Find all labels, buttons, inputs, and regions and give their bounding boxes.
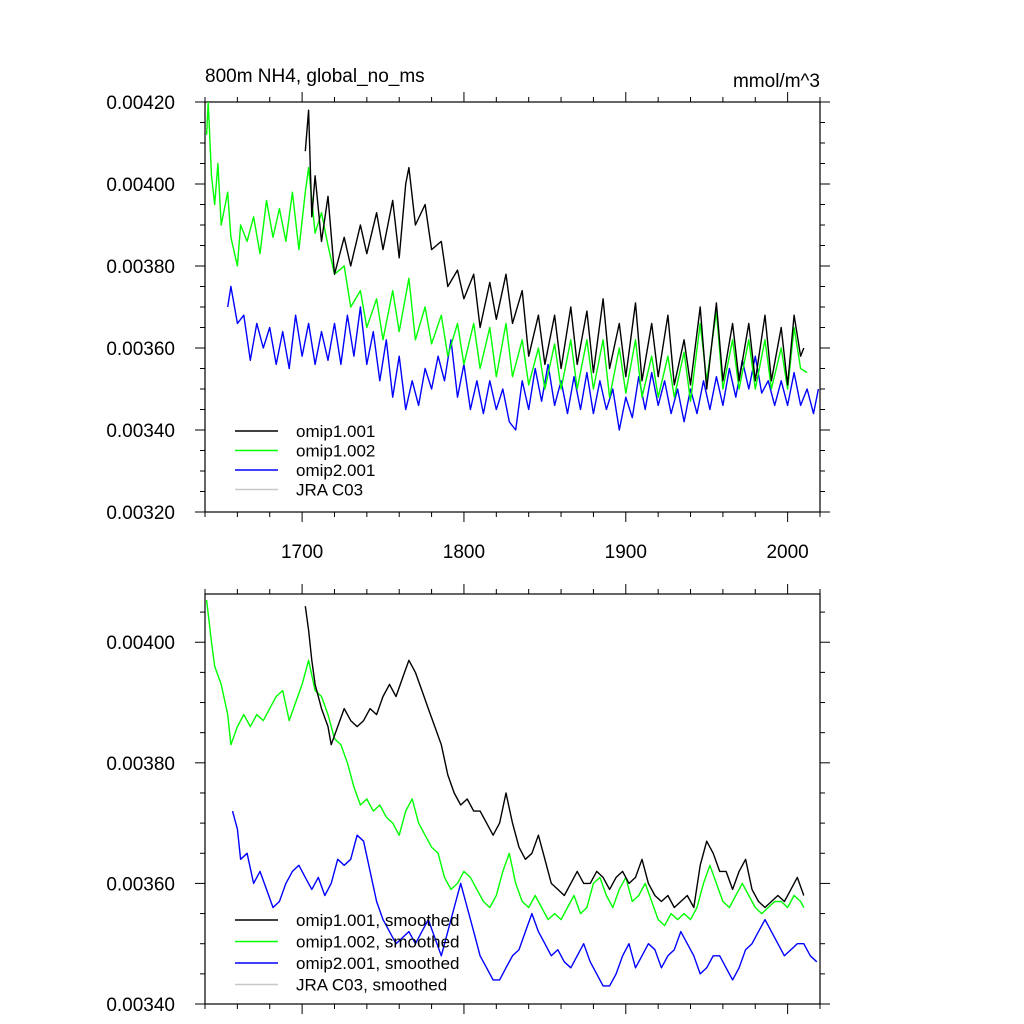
x-tick-label: 1700 <box>281 542 323 563</box>
bottom-panel: 0.00340 0.00360 0.00380 0.00400 omip1.001, s… <box>106 584 830 1016</box>
legend-label: JRA C03 <box>296 481 363 500</box>
y-tick-label: 0.00360 <box>106 339 175 360</box>
series-line-2 <box>227 285 820 431</box>
series-group <box>205 599 818 987</box>
legend-label: omip2.001 <box>296 461 375 480</box>
y-tick-label: 0.00360 <box>106 874 175 895</box>
x-tick-label: 2000 <box>766 542 808 563</box>
x-tick-label: 1900 <box>605 542 647 563</box>
top-panel: 800m NH4, global_no_ms mmol/m^3 1700 1800… <box>106 66 830 563</box>
y-tick-label: 0.00400 <box>106 175 175 196</box>
y-tick-label: 0.00380 <box>106 257 175 278</box>
y-tick-label: 0.00400 <box>106 633 175 654</box>
y-tick-label: 0.00320 <box>106 503 175 524</box>
y-tick-label: 0.00340 <box>106 995 175 1016</box>
legend-label: omip2.001, smoothed <box>296 954 460 973</box>
legend-label: omip1.001, smoothed <box>296 911 460 930</box>
series-line-1 <box>205 599 805 927</box>
y-tick-label: 0.00380 <box>106 754 175 775</box>
plot-frame <box>204 593 821 1005</box>
series-line-1 <box>205 102 808 402</box>
series-line-2 <box>231 810 818 987</box>
series-line-0 <box>304 109 805 390</box>
chart-title: 800m NH4, global_no_ms <box>205 66 425 87</box>
legend-label: omip1.002 <box>296 442 375 461</box>
x-tick-label: 1800 <box>443 542 485 563</box>
y-tick-label: 0.00340 <box>106 421 175 442</box>
units-label: mmol/m^3 <box>733 71 820 92</box>
legend-label: omip1.002, smoothed <box>296 933 460 952</box>
legend-label: JRA C03, smoothed <box>296 976 447 995</box>
y-tick-label: 0.00420 <box>106 93 175 114</box>
series-group <box>205 102 820 431</box>
legend-label: omip1.001 <box>296 422 375 441</box>
series-line-0 <box>304 606 805 909</box>
